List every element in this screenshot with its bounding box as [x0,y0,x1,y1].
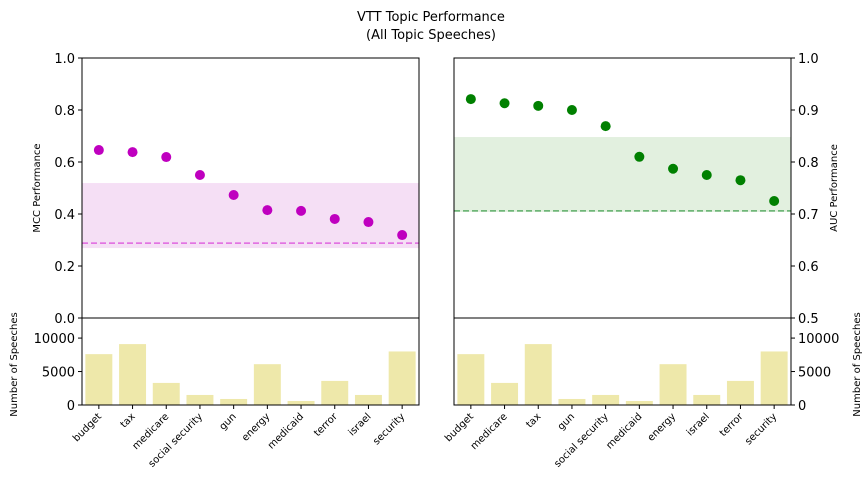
x-tick-label: energy [240,411,272,443]
bar [287,400,315,405]
bar [388,351,416,405]
dot [93,145,104,156]
y-tick-label: 0.9 [798,104,819,119]
y-tick-label: 10000 [798,332,839,347]
axes-frame [81,317,420,406]
y-axis-label: AUC Performance [829,144,840,232]
x-tick-label: terror [312,411,340,439]
dot [668,163,679,174]
y-tick-label: 0.8 [54,104,75,119]
y-tick-label: 0.8 [798,156,819,171]
dot [161,152,172,163]
y-tick-label: 1.0 [798,52,819,67]
x-tick-label: medicare [469,411,510,452]
dot [296,205,307,216]
y-tick-label: 0.6 [798,260,819,275]
bar [321,380,349,405]
x-tick-label: israel [685,411,712,438]
y-tick-label: 0 [798,399,806,414]
y-tick-label: 10000 [34,332,75,347]
bar [760,351,788,405]
dot [127,147,138,158]
bar [220,398,248,405]
dot [634,151,645,162]
bar [85,354,113,405]
y-tick-label: 5000 [798,366,831,381]
y-tick-label: 0.2 [54,260,75,275]
bar [558,398,586,405]
x-tick-label: security [743,411,779,447]
x-tick-label: gun [556,411,577,432]
dot [194,170,205,180]
bar [253,364,281,405]
bar [119,344,147,405]
chart-title: VTT Topic Performance [357,10,505,25]
dot [701,170,712,180]
x-tick-label: israel [347,411,374,438]
band [454,137,791,212]
band [82,183,419,249]
bar [592,394,620,405]
x-tick-label: gun [218,411,239,432]
bar [726,380,754,405]
x-tick-label: budget [71,411,104,444]
y-tick-label: 0.4 [54,208,75,223]
dot [566,105,577,115]
axes-frame [453,317,792,406]
dot [228,190,239,201]
x-tick-label: security [371,411,407,447]
bar [152,382,180,405]
dot [735,175,746,186]
x-tick-label: medicaid [604,411,644,451]
y-tick-label: 5000 [42,366,75,381]
bar [625,400,653,405]
y-axis-label: MCC Performance [32,143,43,232]
y-tick-label: 0.5 [798,312,819,327]
dot [533,100,544,111]
bar [659,364,687,405]
y-tick-label: 0.6 [54,156,75,171]
y-tick-label: 0.7 [798,208,819,223]
dot [329,213,340,224]
dot [499,98,510,109]
y-axis-label: Number of Speeches [9,312,20,416]
y-tick-label: 0.0 [54,312,75,327]
y-axis-label: Number of Speeches [852,312,863,416]
bar [354,394,382,405]
x-tick-label: budget [443,411,476,444]
dot [363,217,374,228]
x-tick-label: tax [524,411,543,430]
dot [769,196,780,206]
x-tick-label: medicaid [266,411,306,451]
bar [693,394,721,405]
x-tick-label: energy [646,411,678,443]
bar [524,344,552,405]
x-tick-label: tax [119,411,138,430]
x-tick-label: terror [718,411,746,439]
y-tick-label: 1.0 [54,52,75,67]
dot [465,94,476,105]
dot [397,230,408,241]
dot [600,121,611,132]
bar [186,394,214,405]
y-tick-label: 0 [67,399,75,414]
dot [262,205,273,216]
bar [457,354,485,405]
bar [491,382,519,405]
chart-subtitle: (All Topic Speeches) [366,28,496,43]
